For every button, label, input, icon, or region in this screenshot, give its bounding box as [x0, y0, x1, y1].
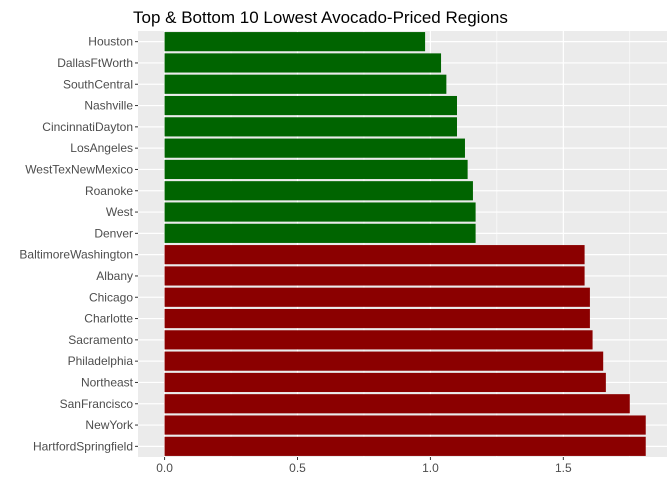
bar-WestTexNewMexico [164, 159, 468, 180]
bar-NewYork [164, 415, 646, 435]
y-tick-label: Roanoke [85, 184, 133, 198]
bar-Northeast [164, 372, 606, 393]
bar-SouthCentral [164, 74, 447, 94]
y-tick-label: Houston [88, 35, 133, 49]
y-tick-label: SouthCentral [63, 77, 133, 91]
bar-Roanoke [164, 181, 473, 201]
bar-BaltimoreWashington [164, 245, 585, 265]
y-tick-label: Charlotte [84, 312, 133, 326]
bar-HartfordSpringfield [164, 436, 646, 456]
bar-Nashville [164, 95, 457, 116]
y-axis: Houston DallasFtWorth SouthCentral Nashvill… [19, 35, 138, 453]
y-tick-label: BaltimoreWashington [19, 248, 133, 262]
y-tick-label: Albany [96, 269, 133, 283]
x-tick-label: 1.0 [422, 461, 439, 475]
chart-title: Top & Bottom 10 Lowest Avocado-Priced Re… [133, 8, 508, 27]
x-tick-label: 0.0 [156, 461, 173, 475]
y-tick-label: HartfordSpringfield [33, 439, 133, 453]
y-tick-label: SanFrancisco [60, 397, 134, 411]
bar-LosAngeles [164, 138, 465, 158]
bar-Sacramento [164, 330, 593, 350]
y-tick-label: West [106, 205, 134, 219]
bar-Houston [164, 32, 426, 52]
x-tick-label: 1.5 [555, 461, 572, 475]
y-tick-label: WestTexNewMexico [25, 162, 133, 176]
bars [164, 32, 646, 456]
bar-CincinnatiDayton [164, 117, 457, 137]
x-axis: 0.0 0.5 1.0 1.5 [156, 457, 572, 475]
y-tick-label: Nashville [84, 99, 133, 113]
y-tick-label: Sacramento [68, 333, 133, 347]
y-tick-label: Denver [94, 226, 133, 240]
bar-Denver [164, 223, 476, 243]
bar-Albany [164, 266, 585, 286]
bar-Chicago [164, 287, 590, 307]
bar-West [164, 202, 476, 222]
x-tick-label: 0.5 [289, 461, 306, 475]
y-tick-label: LosAngeles [70, 141, 133, 155]
bar-Philadelphia [164, 351, 604, 371]
y-tick-label: CincinnatiDayton [42, 120, 133, 134]
y-tick-label: Northeast [81, 375, 134, 389]
y-tick-label: Chicago [89, 290, 133, 304]
plot-panel [138, 31, 667, 457]
y-tick-label: NewYork [85, 418, 134, 432]
y-tick-label: Philadelphia [68, 354, 134, 368]
bar-SanFrancisco [164, 394, 630, 414]
bar-DallasFtWorth [164, 53, 442, 73]
bar-Charlotte [164, 308, 590, 329]
y-tick-label: DallasFtWorth [57, 56, 133, 70]
